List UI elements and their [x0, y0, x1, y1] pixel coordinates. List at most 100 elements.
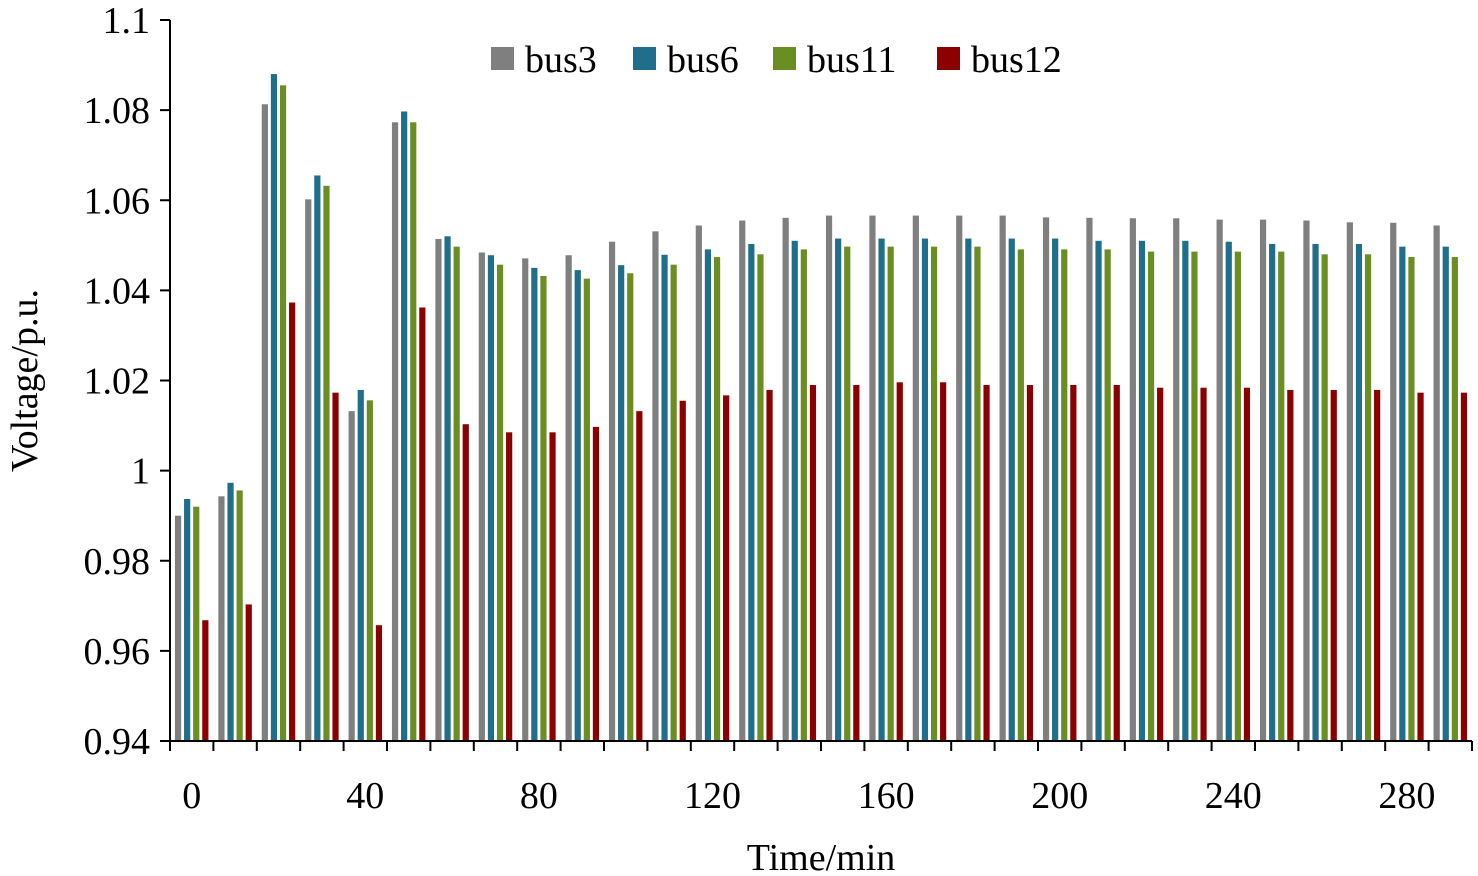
bar-bus11-t0: [193, 506, 200, 741]
bar-bus6-t80: [531, 267, 538, 741]
bar-bus11-t170: [930, 246, 938, 741]
x-tick-label: 80: [520, 775, 558, 817]
bar-bus12-t140: [809, 385, 817, 741]
x-tick-label: 280: [1378, 775, 1435, 817]
bar-bus3-t100: [608, 241, 616, 741]
legend-swatch-bus6: [633, 47, 656, 70]
bar-bus11-t60: [453, 246, 460, 741]
bar-bus12-t20: [289, 302, 296, 741]
legend-label-bus12: bus12: [971, 39, 1062, 81]
bar-bus6-t250: [1269, 243, 1276, 741]
x-tick-label: 0: [182, 775, 201, 817]
bar-bus12-t30: [332, 392, 339, 741]
bar-bus12-t160: [896, 382, 903, 741]
bar-bus6-t20: [270, 74, 278, 741]
x-tick-label: 40: [346, 775, 384, 817]
bar-bus12-t270: [1374, 389, 1381, 741]
bar-bus6-t180: [965, 238, 972, 742]
bar-bus12-t100: [636, 411, 643, 741]
bar-bus6-t100: [618, 265, 625, 741]
bar-bus11-t200: [1061, 249, 1068, 741]
y-ticks-group: 0.94 0.96 0.98 1 1.02 1.04 1.06 1.08 1.1: [84, 0, 170, 763]
bar-bus12-t90: [592, 426, 600, 741]
bar-bus6-t170: [921, 238, 929, 742]
y-tick-label: 0.94: [84, 721, 151, 763]
bar-bus6-t160: [878, 238, 885, 742]
bar-bus6-t200: [1052, 238, 1059, 742]
bar-bus12-t40: [375, 625, 383, 741]
bar-bus11-t110: [670, 264, 677, 741]
bar-bus6-t40: [357, 389, 364, 741]
x-tick-label: 160: [858, 775, 915, 817]
bar-bus3-t260: [1303, 220, 1310, 741]
bar-bus3-t240: [1216, 219, 1223, 741]
legend-label-bus6: bus6: [667, 39, 739, 81]
bar-bus11-t290: [1451, 257, 1458, 741]
bar-bus11-t70: [496, 264, 504, 741]
bar-bus3-t200: [1042, 217, 1050, 741]
bar-bus3-t160: [869, 215, 876, 741]
y-tick-label: 0.96: [84, 631, 151, 673]
bar-bus6-t220: [1138, 240, 1146, 741]
bar-bus11-t40: [366, 400, 373, 741]
bar-bus6-t140: [791, 240, 798, 741]
bar-bus6-t90: [574, 270, 581, 741]
bar-bus11-t20: [279, 85, 287, 742]
bar-bus11-t270: [1364, 254, 1372, 741]
bar-bus3-t280: [1390, 222, 1397, 741]
bar-bus12-t130: [766, 389, 773, 741]
bar-bus3-t150: [825, 215, 833, 741]
bar-bus3-t130: [739, 220, 746, 741]
bar-bus6-t130: [748, 243, 755, 741]
bar-bus11-t50: [410, 122, 417, 742]
bar-bus3-t230: [1173, 218, 1180, 741]
bar-bus6-t260: [1312, 243, 1319, 741]
bar-bus3-t70: [478, 252, 485, 741]
bar-bus6-t210: [1095, 240, 1102, 741]
bar-bus12-t10: [245, 604, 252, 741]
bar-bus11-t250: [1278, 251, 1285, 741]
bar-bus3-t40: [348, 411, 355, 741]
legend-swatch-bus3: [491, 47, 514, 70]
bar-bus3-t220: [1129, 218, 1136, 741]
bar-bus3-t110: [652, 231, 659, 741]
bar-bus12-t80: [549, 432, 556, 741]
bar-bus11-t120: [713, 257, 721, 741]
bar-bus11-t80: [540, 275, 547, 741]
axes-group: [169, 20, 1472, 742]
bar-bus6-t240: [1225, 241, 1232, 741]
bar-bus11-t160: [887, 246, 894, 741]
bar-bus12-t70: [506, 432, 513, 741]
bar-bus11-t90: [583, 278, 590, 741]
legend-swatch-bus11: [773, 47, 796, 70]
bar-bus6-t280: [1399, 246, 1406, 741]
legend-label-bus11: bus11: [807, 39, 896, 81]
bar-bus6-t110: [661, 254, 668, 741]
bars-group: [174, 74, 1468, 742]
bar-bus12-t210: [1113, 385, 1120, 741]
bar-bus3-t60: [435, 239, 442, 741]
bar-bus12-t120: [723, 395, 730, 741]
y-tick-label: 1.04: [84, 270, 151, 312]
bar-bus6-t190: [1008, 238, 1015, 742]
bar-bus12-t110: [679, 400, 686, 741]
bar-bus3-t270: [1346, 222, 1353, 741]
bar-bus12-t180: [983, 385, 990, 741]
bar-bus3-t90: [565, 255, 572, 742]
bar-bus12-t260: [1330, 389, 1337, 741]
bar-bus6-t290: [1442, 246, 1449, 741]
bar-bus12-t250: [1287, 389, 1294, 741]
bar-bus12-t170: [940, 382, 947, 741]
bar-bus3-t210: [1086, 217, 1093, 741]
y-tick-label: 1.08: [84, 90, 151, 132]
bar-bus12-t290: [1460, 392, 1468, 741]
bar-bus3-t50: [391, 122, 399, 742]
bar-bus12-t230: [1200, 387, 1207, 741]
bar-bus11-t190: [1017, 249, 1024, 741]
legend-swatch-bus12: [937, 47, 960, 70]
bar-bus3-t0: [174, 515, 182, 741]
bar-bus6-t230: [1182, 240, 1189, 741]
bar-bus12-t280: [1417, 392, 1424, 741]
x-tick-label: 240: [1205, 775, 1262, 817]
bar-bus12-t200: [1070, 385, 1077, 741]
